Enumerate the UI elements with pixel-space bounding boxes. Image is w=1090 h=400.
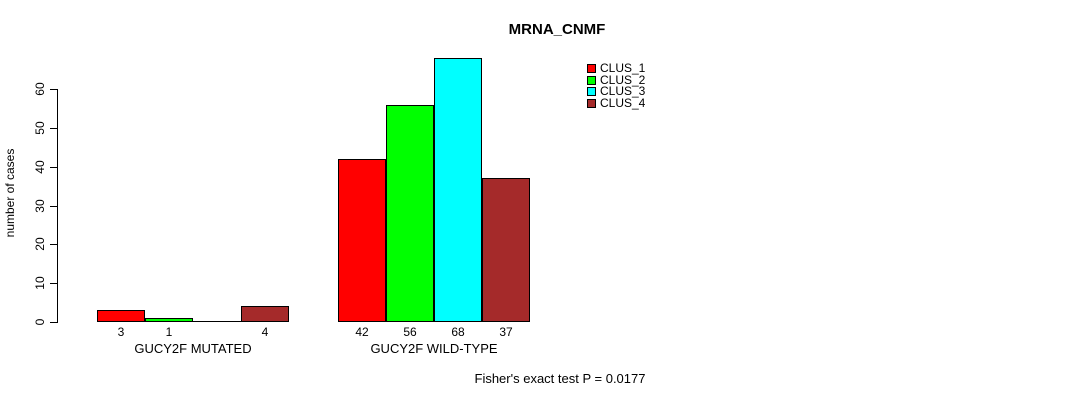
bar-clus_4-group2 [482, 178, 530, 322]
y-tick-label-40: 40 [33, 160, 47, 174]
chart-title: MRNA_CNMF [508, 21, 606, 38]
legend-item-clus_3: CLUS_3 [587, 84, 646, 98]
bar-value-label: 37 [499, 325, 513, 339]
legend-label: CLUS_1 [600, 61, 646, 75]
legend-swatch-clus_4 [587, 98, 596, 108]
legend-item-clus_2: CLUS_2 [587, 73, 646, 87]
baseline-group-0 [97, 321, 289, 322]
bar-value-label: 3 [117, 325, 125, 339]
bar-clus_4-group1 [241, 306, 289, 322]
y-tick-mark-60 [50, 89, 57, 90]
x-group-label-0: GUCY2F MUTATED [134, 341, 252, 356]
bar-clus_3-group2 [434, 58, 482, 322]
y-tick-label-20: 20 [33, 237, 47, 251]
legend-swatch-clus_1 [587, 63, 596, 73]
legend-label: CLUS_2 [600, 73, 646, 87]
y-tick-mark-10 [50, 283, 57, 284]
bar-clus_1-group1 [97, 310, 145, 322]
bar-clus_1-group2 [338, 159, 386, 322]
y-tick-label-30: 30 [33, 199, 47, 213]
legend-label: CLUS_4 [600, 96, 646, 110]
y-tick-label-60: 60 [33, 82, 47, 96]
legend-item-clus_1: CLUS_1 [587, 61, 646, 75]
y-axis-line [57, 89, 58, 323]
bar-clus_2-group1 [145, 318, 193, 322]
y-tick-label-0: 0 [33, 318, 47, 326]
y-tick-mark-40 [50, 167, 57, 168]
bar-value-label: 1 [165, 325, 173, 339]
footnote-text: Fisher's exact test P = 0.0177 [474, 371, 646, 386]
legend-swatch-clus_3 [587, 86, 596, 96]
y-tick-mark-50 [50, 128, 57, 129]
x-group-label-1: GUCY2F WILD-TYPE [370, 341, 498, 356]
bar-clus_2-group2 [386, 105, 434, 322]
y-tick-mark-20 [50, 244, 57, 245]
y-tick-mark-30 [50, 206, 57, 207]
bar-value-label: 4 [261, 325, 269, 339]
y-tick-label-10: 10 [33, 276, 47, 290]
legend-swatch-clus_2 [587, 75, 596, 85]
bar-value-label: 68 [451, 325, 465, 339]
bar-value-label: 42 [355, 325, 369, 339]
legend-label: CLUS_3 [600, 84, 646, 98]
y-tick-mark-0 [50, 322, 57, 323]
y-axis-label: number of cases [3, 148, 17, 238]
y-tick-label-50: 50 [33, 121, 47, 135]
legend-item-clus_4: CLUS_4 [587, 96, 646, 110]
bar-value-label: 56 [403, 325, 417, 339]
